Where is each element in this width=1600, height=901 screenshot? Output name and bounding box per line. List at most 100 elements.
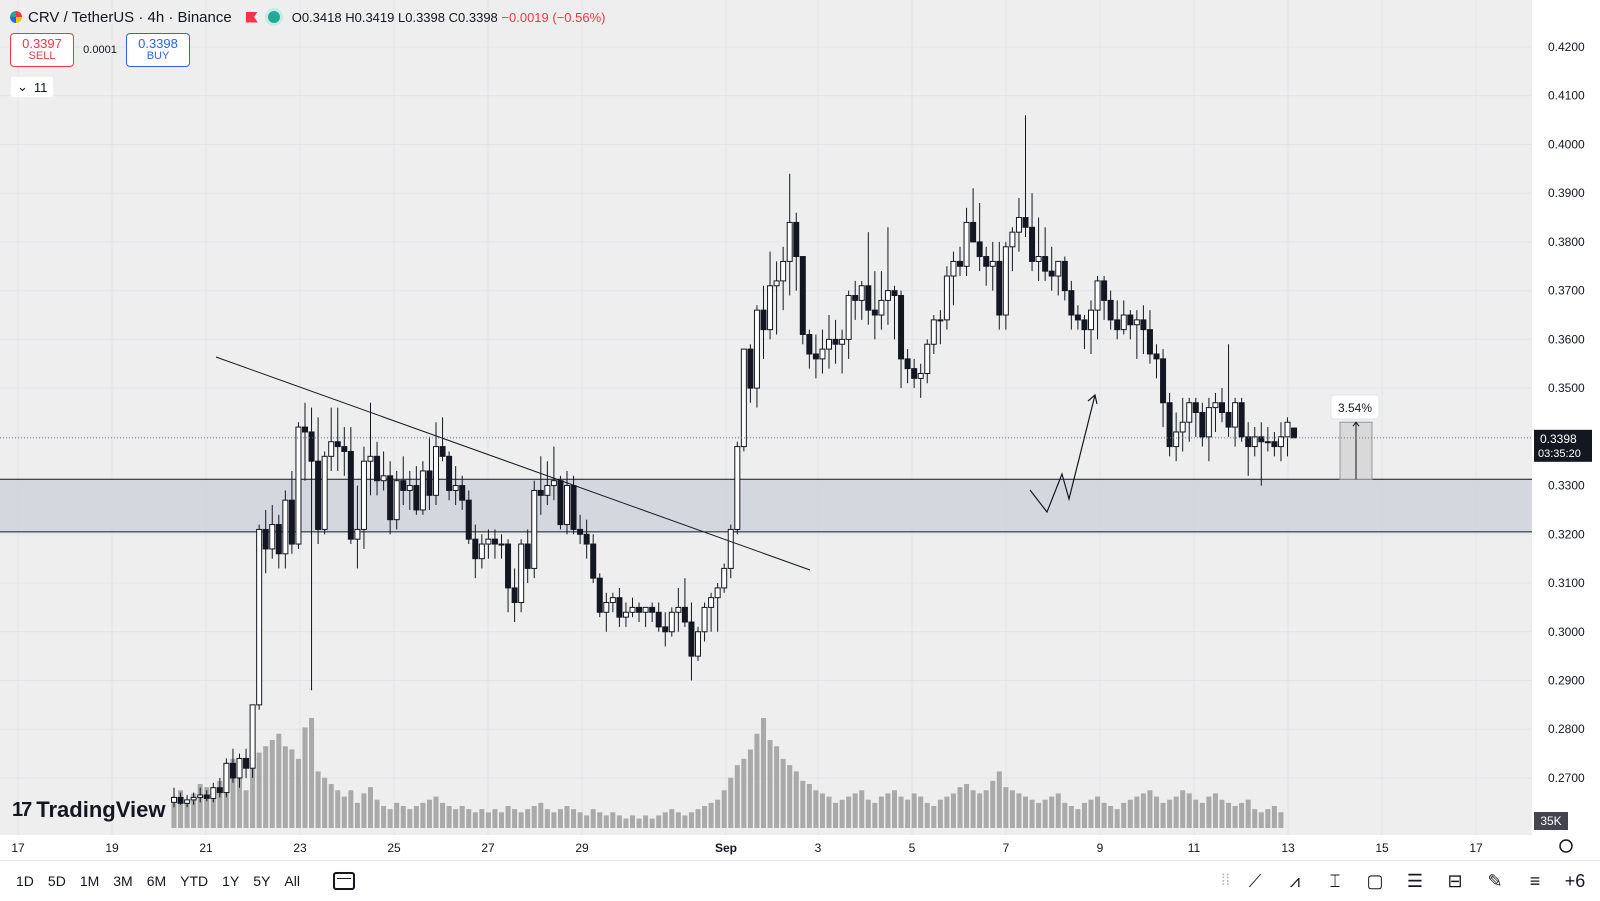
volume-bar	[191, 793, 197, 828]
symbol-title[interactable]: CRV / TetherUS · 4h · Binance	[28, 8, 232, 26]
candle-body	[924, 343, 931, 374]
candle-body	[753, 309, 760, 389]
volume-bar	[1088, 799, 1094, 828]
candle-body	[400, 480, 407, 491]
timeframe-6m[interactable]: 6M	[146, 873, 167, 889]
measure-icon[interactable]: ⌶	[1329, 870, 1341, 891]
candle-body	[557, 480, 564, 526]
candle-body	[256, 528, 263, 706]
timeframe-all[interactable]: All	[284, 873, 300, 889]
time-axis[interactable]: 17 19 21 23 25 27 29 Sep 3 5 7 9 11 13 15 17	[11, 839, 1573, 855]
trend-line-icon[interactable]: ⟋	[1248, 870, 1262, 891]
volume-bar	[400, 806, 406, 828]
candle-body	[826, 338, 832, 350]
price-chart[interactable]: 3.54% 0.4200 0.4100 0.4000 0.3900 0.3800 0.37…	[0, 0, 1600, 860]
time-tick-label: 23	[293, 841, 307, 855]
candle-body	[367, 455, 374, 462]
volume-bar	[1108, 806, 1114, 828]
long-position-icon[interactable]: ⊟	[1447, 870, 1463, 891]
volume-bar	[335, 790, 341, 828]
drawing-layer[interactable]: 3.54%	[215, 356, 1380, 571]
volume-bar	[643, 815, 649, 828]
volume-bar	[597, 812, 603, 828]
candle-body	[282, 499, 289, 555]
measure-label: 3.54%	[1338, 401, 1372, 415]
candle-body	[675, 606, 682, 613]
candle-body	[347, 450, 354, 540]
volume-bar	[204, 787, 210, 828]
volume-bar	[479, 809, 485, 828]
volume-bar	[1101, 802, 1107, 828]
volume-bar	[171, 796, 177, 828]
volume-bar	[872, 802, 878, 828]
calendar-icon[interactable]	[332, 872, 355, 890]
drag-handle-icon[interactable]: ⁞⁞	[1221, 872, 1230, 889]
measure-arrowhead	[1352, 421, 1360, 427]
volume-bar	[492, 809, 498, 828]
candle-body	[491, 538, 498, 545]
candle-body	[1153, 353, 1160, 360]
candle-body	[308, 431, 315, 462]
candle-body	[583, 533, 590, 545]
timeframe-1y[interactable]: 1Y	[222, 873, 240, 889]
volume-bar	[977, 793, 983, 828]
price-axis-background[interactable]	[1532, 0, 1600, 835]
candle-body	[629, 606, 636, 613]
timeframe-5y[interactable]: 5Y	[253, 873, 271, 889]
ohlc-values: O0.3418 H0.3419 L0.3398 C0.3398 −0.0019 …	[292, 10, 606, 25]
candle-body	[249, 704, 256, 769]
brand-logo[interactable]: 17 TradingView	[12, 797, 165, 823]
volume-bar	[1258, 812, 1264, 828]
volume-bar	[1186, 793, 1192, 828]
time-axis-background[interactable]	[0, 835, 1532, 860]
price-axis[interactable]: 0.4200 0.4100 0.4000 0.3900 0.3800 0.3700 0.36…	[1548, 40, 1585, 785]
flag-icon[interactable]	[245, 11, 258, 23]
candle-body	[1029, 226, 1036, 262]
timeframe-1d[interactable]: 1D	[16, 873, 34, 889]
candle-body	[649, 606, 656, 613]
timeframe-3m[interactable]: 3M	[113, 873, 133, 889]
more-tools-count[interactable]: +6	[1564, 870, 1586, 891]
volume-bar	[1055, 793, 1061, 828]
volume-bar	[309, 718, 315, 828]
candle-body	[970, 221, 977, 243]
volume-bar	[610, 812, 616, 828]
price-tick-label: 0.3200	[1548, 527, 1585, 541]
volume-bar	[1180, 790, 1186, 828]
volume-bar	[1114, 809, 1120, 828]
candle-body	[439, 446, 446, 457]
time-tick-label: Sep	[715, 841, 737, 855]
timeframe-ytd[interactable]: YTD	[180, 873, 209, 889]
time-tick-label: 13	[1281, 841, 1295, 855]
price-tick-label: 0.3700	[1548, 284, 1585, 298]
more-tools-icon[interactable]: ≡	[1529, 870, 1541, 891]
volume-bar	[780, 758, 786, 828]
sell-button[interactable]: 0.3397 SELL	[10, 33, 74, 67]
candle-body	[472, 538, 479, 560]
indicators-toggle[interactable]: ⌄ 11	[10, 76, 55, 98]
buy-button[interactable]: 0.3398 BUY	[126, 33, 190, 67]
candle-body	[1048, 270, 1055, 277]
timeframe-5d[interactable]: 5D	[47, 873, 66, 889]
path-icon[interactable]: ⩘	[1289, 870, 1301, 891]
fib-retracement-icon[interactable]: ☰	[1406, 870, 1424, 891]
candle-body	[806, 334, 813, 355]
volume-bar	[243, 790, 249, 828]
volume-bar	[1147, 790, 1153, 828]
candle-body	[1186, 402, 1193, 423]
volume-bar	[885, 793, 891, 828]
volume-bar	[446, 806, 452, 828]
volume-bar	[865, 799, 871, 828]
brush-icon[interactable]: ✎	[1487, 870, 1503, 891]
candle-body	[171, 796, 177, 803]
volume-bar	[1167, 799, 1173, 828]
volume-bar	[747, 749, 753, 828]
candle-body	[767, 285, 774, 331]
candle-body	[1166, 402, 1173, 448]
volume-bar	[178, 790, 184, 828]
support-zone[interactable]	[0, 478, 1532, 533]
volume-bar	[1226, 802, 1232, 828]
timeframe-1m[interactable]: 1M	[79, 873, 100, 889]
rectangle-icon[interactable]: ▢	[1366, 870, 1384, 891]
candle-body	[780, 260, 787, 282]
